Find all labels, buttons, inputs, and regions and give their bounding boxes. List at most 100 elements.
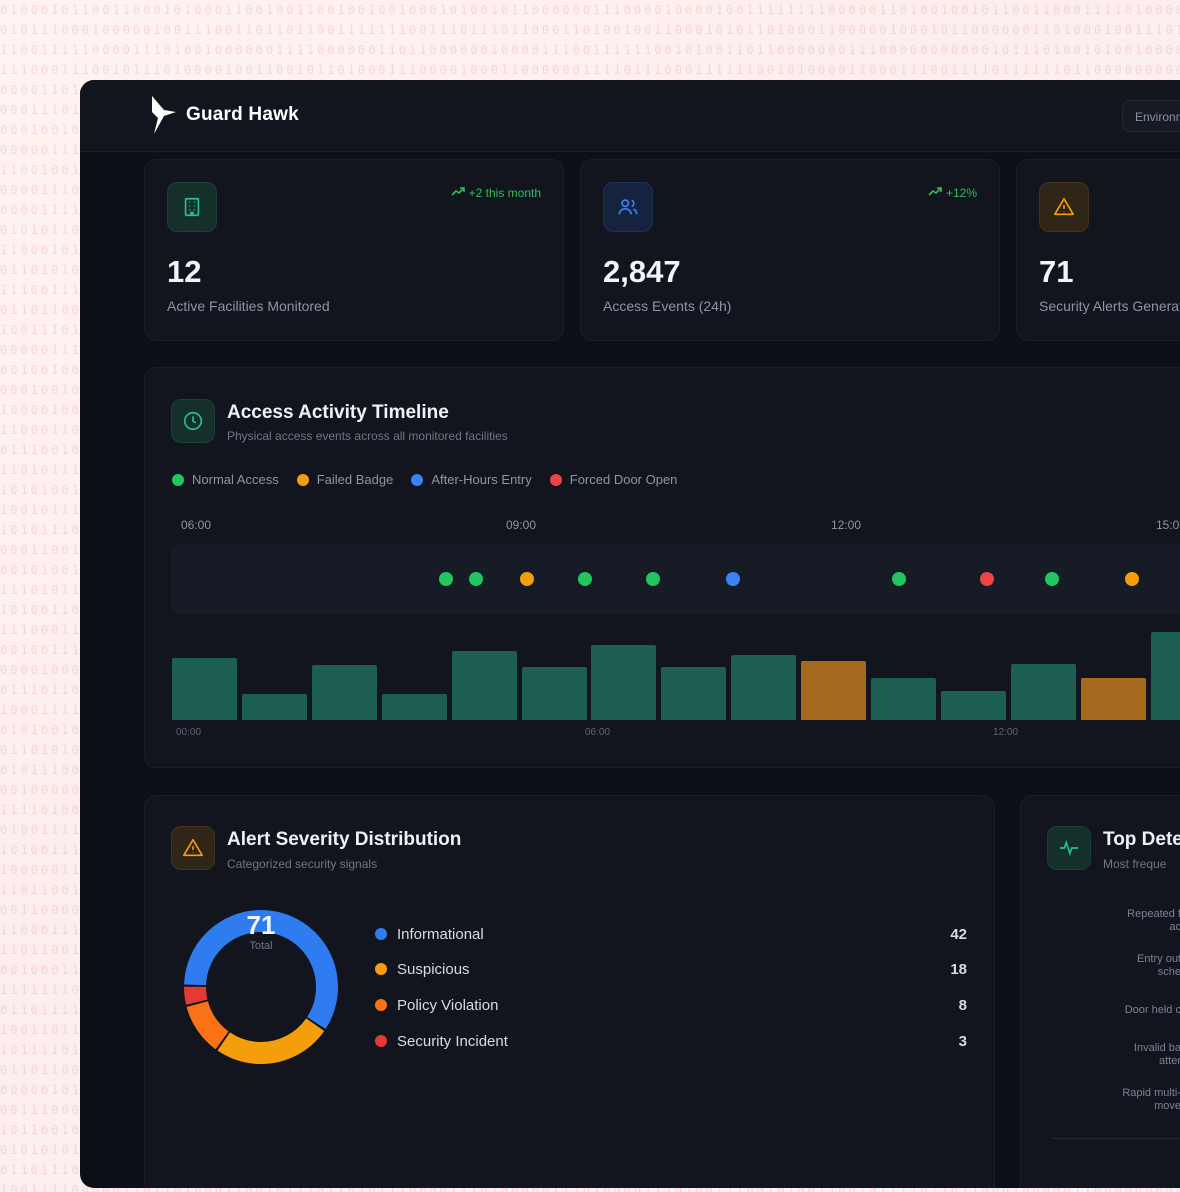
event-marker[interactable] [725,572,740,586]
detection-label-line: Rapid multi- [1122,1087,1180,1099]
detection-label[interactable]: Rapid multi- move [1091,1087,1180,1113]
volume-bar[interactable] [241,693,307,720]
severity-label: Suspicious [397,960,470,978]
detection-label-line: move [1154,1100,1180,1112]
time-tick-label: 12:00 [831,518,862,532]
section-subtitle: Most freque [1103,857,1167,871]
event-marker[interactable] [891,572,906,586]
legend-label: Normal Access [192,472,279,487]
detection-label-line: sche [1157,966,1180,978]
legend-label: After-Hours Entry [431,472,532,487]
trend-text: +2 this month [468,186,541,200]
time-tick-label: 15:00 [1156,518,1180,532]
trend-indicator: +2 this month [451,186,541,200]
volume-bar[interactable] [311,665,377,720]
donut-segment[interactable] [184,910,338,1064]
volume-bar[interactable] [1010,664,1076,720]
volume-bar[interactable] [940,690,1006,720]
stat-label: Active Facilities Monitored [167,298,330,314]
section-title: Alert Severity Distribution [227,829,462,850]
event-marker[interactable] [469,572,484,586]
section-title: Access Activity Timeline [227,402,449,423]
volume-x-tick: 00:00 [176,727,202,738]
volume-bar[interactable] [1150,632,1180,720]
volume-bar[interactable] [451,651,517,720]
detection-label-line: Invalid ba [1133,1042,1180,1054]
volume-bar[interactable] [731,655,797,720]
event-marker[interactable] [646,572,661,586]
event-marker[interactable] [1045,572,1060,586]
top-detections-card: Top Dete Most freque Repeated f ac Entry… [1020,795,1180,1188]
detection-labels: Repeated f ac Entry out sche Door held c… [1091,908,1180,1138]
hawk-logo-icon [150,96,180,134]
legend-label: Failed Badge [316,472,394,487]
legend-dot [172,473,184,486]
section-subtitle: Categorized security signals [227,857,378,871]
severity-count: 18 [950,960,967,978]
stat-value: 71 [1039,254,1074,289]
users-icon [603,182,653,232]
legend-item[interactable]: Failed Badge [296,472,394,487]
pulse-icon [1047,826,1091,870]
trend-up-icon [928,186,942,200]
severity-dot [375,963,387,975]
severity-dot [375,1035,387,1047]
volume-bar[interactable] [801,661,867,720]
event-marker[interactable] [980,572,995,586]
legend-dot [411,473,424,486]
environment-button[interactable]: Environment [1122,100,1180,132]
section-subtitle: Physical access events across all monito… [227,429,508,443]
event-marker[interactable] [438,572,453,586]
volume-bar[interactable] [661,667,727,720]
event-lane [171,544,1180,614]
event-marker[interactable] [577,572,592,586]
event-marker[interactable] [1124,572,1139,586]
access-timeline-card: Access Activity Timeline Physical access… [144,367,1180,768]
stat-value: 12 [167,254,202,289]
volume-bar[interactable] [1080,677,1146,720]
volume-bar[interactable] [521,667,587,720]
trend-up-icon [451,186,465,200]
volume-bar[interactable] [381,693,447,720]
legend-item[interactable]: Normal Access [172,472,279,487]
stat-card-security-alerts: 71 Security Alerts Generated [1016,159,1180,341]
severity-count: 3 [958,1032,967,1050]
legend-item[interactable]: After-Hours Entry [411,472,532,487]
brand-logo[interactable]: Guard Hawk [150,96,299,134]
donut-segment[interactable] [184,910,338,1064]
legend-item[interactable]: Forced Door Open [549,472,678,487]
severity-label: Informational [397,925,484,943]
app-window: Guard Hawk Environment +2 this month 12 … [80,80,1180,1188]
section-title: Top Dete [1103,829,1180,850]
donut-segment[interactable] [184,910,338,1064]
severity-donut-chart [184,910,338,1064]
severity-row[interactable]: Suspicious 18 [375,959,967,979]
building-icon [167,182,217,232]
severity-row[interactable]: Informational 42 [375,924,967,944]
severity-row[interactable]: Security Incident 3 [375,1031,967,1051]
severity-dot [375,999,387,1011]
donut-total-label: Total [249,940,273,952]
brand-name: Guard Hawk [186,104,299,125]
stat-label: Access Events (24h) [603,298,732,314]
detection-label[interactable]: Door held c [1091,1004,1180,1017]
stat-card-access-events: +12% 2,847 Access Events (24h) [580,159,1000,341]
warning-icon [1039,182,1089,232]
volume-bar[interactable] [172,658,237,720]
donut-center: 71 Total [183,910,339,952]
event-marker[interactable] [520,572,535,586]
detection-label[interactable]: Invalid ba atter [1091,1042,1180,1068]
trend-indicator: +12% [928,186,977,200]
legend-dot [549,473,562,486]
severity-label: Policy Violation [397,996,499,1014]
severity-count: 42 [950,925,967,943]
detection-label[interactable]: Repeated f ac [1091,908,1180,934]
volume-bar[interactable] [591,645,657,720]
volume-x-tick: 12:00 [993,727,1019,738]
legend-label: Forced Door Open [569,472,678,487]
severity-row[interactable]: Policy Violation 8 [375,995,967,1015]
volume-bar[interactable] [871,677,936,720]
detection-label[interactable]: Entry out sche [1091,953,1180,979]
alert-severity-card: Alert Severity Distribution Categorized … [144,795,995,1188]
legend-dot [296,473,309,486]
